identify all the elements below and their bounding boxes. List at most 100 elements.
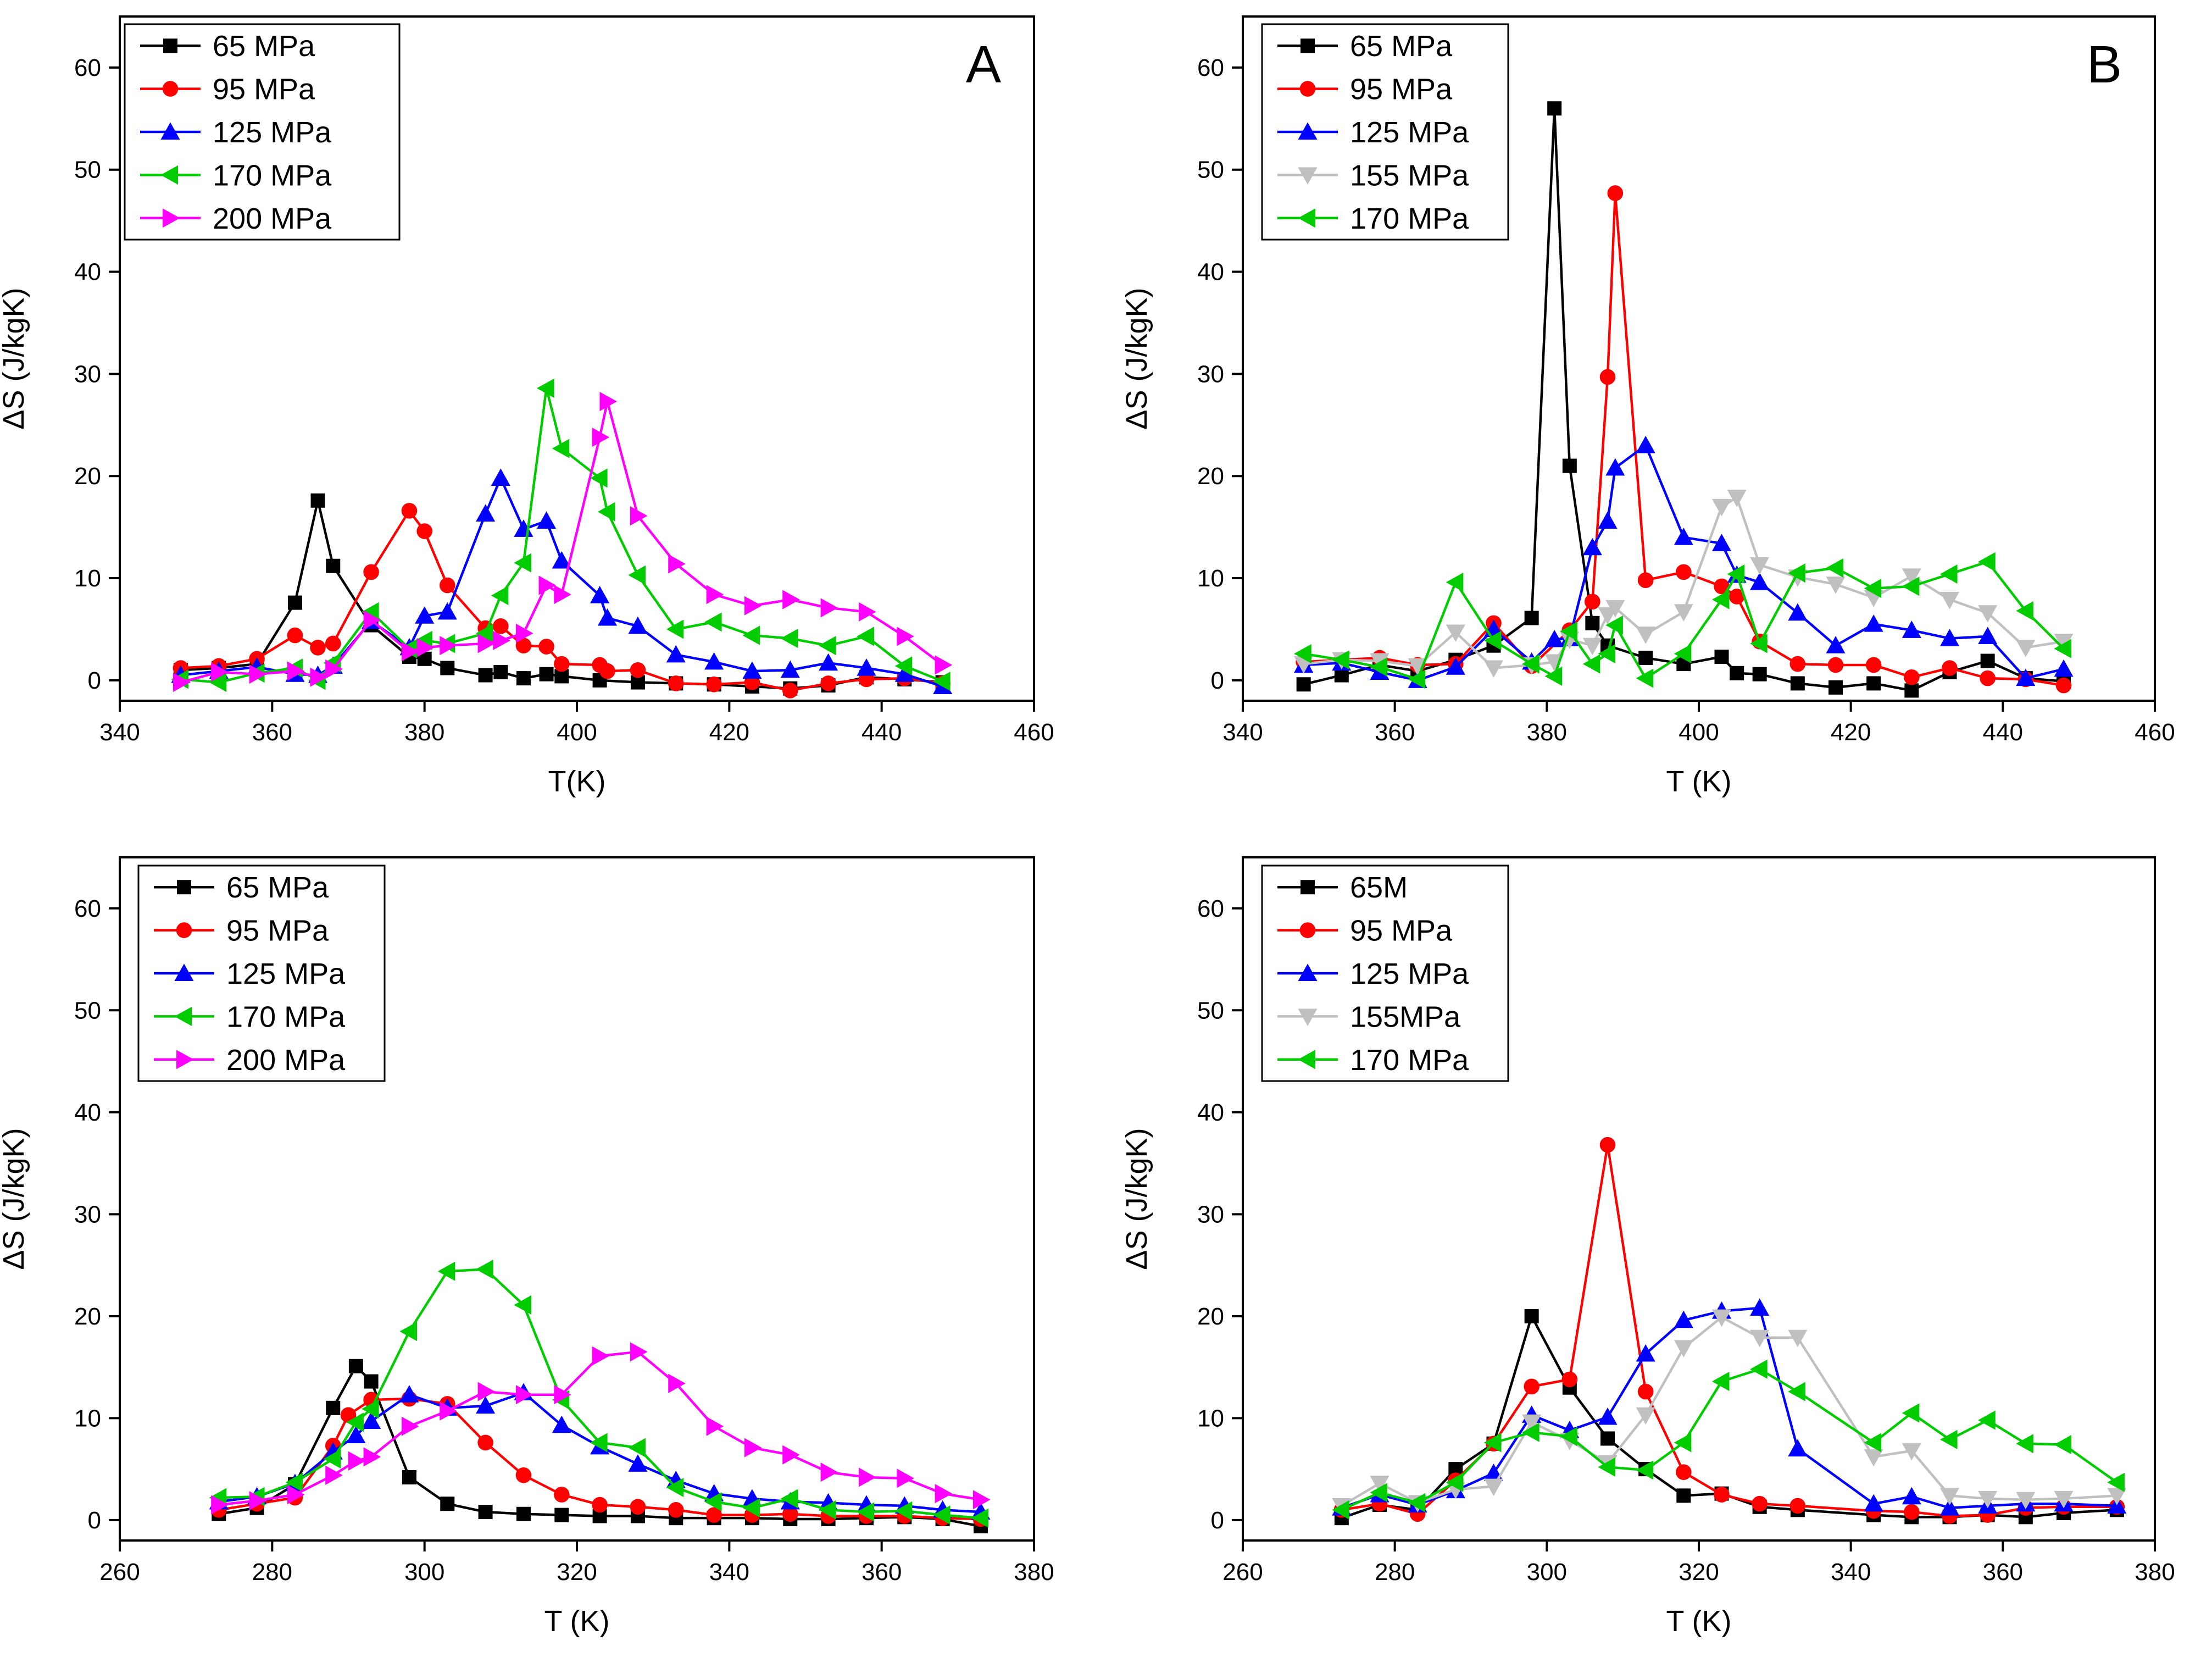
data-point (1674, 528, 1693, 545)
x-tick-label: 400 (557, 719, 597, 746)
data-point (628, 1454, 648, 1472)
data-point (1599, 1137, 1616, 1153)
y-tick-label: 10 (1197, 565, 1224, 592)
data-point (1864, 1449, 1883, 1467)
data-point (249, 664, 267, 684)
data-point (515, 1467, 532, 1483)
data-point (599, 391, 618, 412)
y-tick-label: 0 (1211, 1507, 1224, 1534)
legend-marker (1300, 38, 1315, 53)
data-point (1711, 498, 1732, 517)
data-point (362, 1411, 381, 1429)
data-point (1750, 1298, 1770, 1316)
data-point (668, 554, 686, 574)
data-point (1942, 660, 1958, 676)
panel-a: 340 360 380 400 420 440 460 0 10 20 30 40 50 60 T(K) ΔS… (0, 15, 1054, 798)
data-point (1637, 572, 1654, 589)
data-point (1866, 676, 1881, 691)
data-point (346, 1426, 366, 1443)
data-point (1902, 1443, 1921, 1461)
data-point (1294, 644, 1311, 664)
data-point (476, 504, 496, 522)
data-point (1582, 638, 1602, 656)
data-point (1524, 1378, 1539, 1395)
y-tick-label: 50 (1197, 997, 1224, 1024)
x-tick-label: 340 (1222, 719, 1263, 746)
legend-marker (163, 38, 177, 53)
data-point (476, 623, 493, 643)
data-point (323, 1449, 341, 1469)
y-tick-label: 50 (1197, 157, 1224, 184)
y-tick-label: 50 (74, 157, 101, 184)
panel-d: 260 280 300 320 340 360 380 0 10 20 30 40 50 60 T (K) Δ… (1120, 856, 2175, 1638)
data-point (515, 623, 533, 643)
data-point (819, 1500, 836, 1520)
data-point (1826, 558, 1844, 578)
data-point (744, 1438, 762, 1458)
data-point (515, 1385, 533, 1405)
data-point (173, 673, 191, 692)
data-point (1598, 511, 1618, 529)
x-tick-label: 440 (1983, 719, 2023, 746)
data-point (744, 596, 762, 616)
data-point (1636, 1407, 1655, 1425)
panel-letter: A (966, 35, 1001, 94)
data-point (1600, 1431, 1615, 1446)
legend: 65 MPa 95 MPa 125 MPa 170 MPa 200 MPa (124, 23, 401, 241)
y-axis-title: ΔS (J/kgK) (0, 1128, 30, 1270)
legend-marker (1299, 922, 1316, 938)
x-tick-label: 360 (1983, 1559, 2023, 1586)
data-point (935, 1484, 953, 1504)
data-point (782, 590, 800, 609)
legend-marker (160, 165, 179, 185)
data-point (1978, 552, 1996, 572)
data-point (363, 564, 379, 580)
data-point (1788, 563, 1805, 583)
data-point (1582, 654, 1600, 674)
x-tick-label: 260 (1222, 1559, 1263, 1586)
legend-label: 95 MPa (213, 73, 315, 106)
data-point (742, 661, 762, 679)
series-line (218, 1391, 981, 1514)
legend: 65M 95 MPa 125 MPa 155MPa 170 MPa (1261, 864, 1509, 1082)
legend-label: 200 MPa (213, 202, 332, 235)
x-tick-label: 460 (2135, 719, 2175, 746)
legend: 65 MPa 95 MPa 125 MPa 155 MPa 170 MPa (1261, 23, 1509, 241)
data-point (1636, 627, 1655, 644)
data-point (1676, 1464, 1692, 1480)
data-point (553, 1487, 570, 1503)
legend-label: 65 MPa (1350, 30, 1453, 63)
y-tick-label: 40 (74, 259, 101, 286)
data-point (2016, 1434, 2033, 1454)
data-point (935, 655, 953, 675)
y-tick-label: 40 (1197, 259, 1224, 286)
data-point (590, 586, 610, 603)
data-point (1408, 658, 1427, 676)
data-point (476, 1259, 493, 1279)
y-tick-label: 60 (74, 895, 101, 922)
legend-label: 125 MPa (226, 957, 346, 990)
x-tick-label: 400 (1679, 719, 1719, 746)
legend-label: 95 MPa (1350, 915, 1453, 947)
data-point (287, 661, 305, 681)
data-point (782, 1506, 798, 1522)
legend-marker (174, 1006, 192, 1026)
data-point (666, 619, 684, 639)
data-point (668, 1502, 684, 1518)
data-point (1939, 1498, 1960, 1516)
data-point (1752, 1495, 1768, 1512)
data-point (706, 1416, 724, 1436)
data-point (1676, 1488, 1691, 1503)
data-point (211, 1495, 229, 1515)
data-point (590, 1433, 608, 1453)
y-tick-label: 20 (74, 463, 101, 490)
data-point (1978, 605, 1998, 623)
data-point (857, 658, 876, 676)
data-point (1978, 1490, 1998, 1509)
y-tick-label: 30 (1197, 1201, 1224, 1228)
y-axis-title: ΔS (J/kgK) (0, 287, 30, 429)
y-tick-label: 10 (74, 565, 101, 592)
legend-marker (1299, 81, 1316, 97)
data-point (440, 1497, 455, 1511)
legend-label: 155 MPa (1350, 159, 1469, 192)
